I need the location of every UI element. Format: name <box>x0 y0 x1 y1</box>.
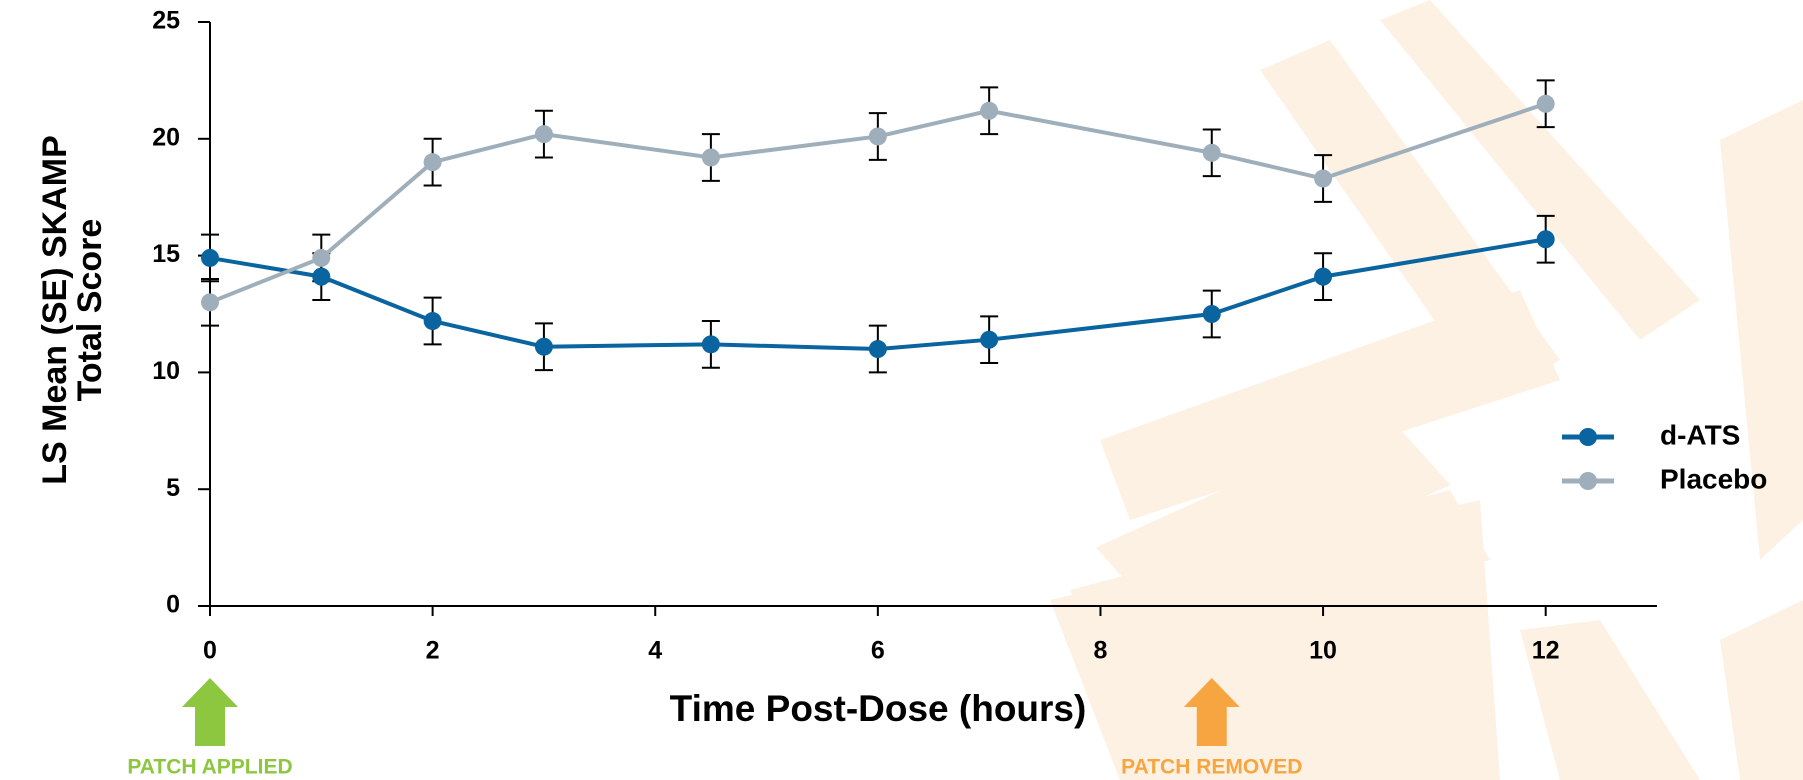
data-point <box>312 267 331 286</box>
data-point <box>423 312 442 331</box>
data-point <box>534 125 553 144</box>
data-point <box>423 153 442 172</box>
data-point <box>868 127 887 146</box>
background-decoration <box>1050 0 1803 780</box>
y-axis-title: LS Mean (SE) SKAMP <box>36 135 74 484</box>
data-point <box>1536 230 1555 249</box>
data-point <box>980 101 999 120</box>
y-tick-label: 25 <box>152 7 180 35</box>
y-tick-label: 15 <box>152 240 180 268</box>
data-point <box>201 293 219 312</box>
y-axis-title: Total Score <box>71 219 109 402</box>
y-tick-label: 0 <box>166 591 180 619</box>
series-line <box>209 101 1547 305</box>
data-point <box>701 148 720 167</box>
x-tick-label: 10 <box>1309 637 1337 665</box>
data-point <box>201 248 219 267</box>
x-tick-label: 12 <box>1532 637 1560 665</box>
y-tick-label: 10 <box>152 357 180 385</box>
x-tick-label: 4 <box>648 637 662 665</box>
data-point <box>1202 305 1221 323</box>
y-tick-label: 20 <box>152 123 180 151</box>
legend-marker <box>1579 428 1597 446</box>
x-tick-label: 6 <box>871 637 885 665</box>
x-axis-title: Time Post-Dose (hours) <box>670 688 1087 729</box>
data-point <box>1314 169 1333 188</box>
annotation-arrow <box>1183 678 1240 746</box>
data-point <box>701 335 720 354</box>
y-tick-label: 5 <box>166 474 180 502</box>
annotation-label: PATCH APPLIED <box>127 756 292 779</box>
legend-label: Placebo <box>1660 463 1767 494</box>
x-tick-label: 0 <box>203 637 217 665</box>
legend-marker <box>1579 472 1597 490</box>
data-point <box>1536 94 1555 113</box>
data-point <box>868 340 887 359</box>
series-line <box>209 237 1547 352</box>
data-point <box>534 337 553 356</box>
annotation-arrow <box>182 678 238 746</box>
data-point <box>1202 143 1221 162</box>
x-tick-label: 8 <box>1094 637 1108 665</box>
legend-label: d-ATS <box>1660 419 1740 450</box>
data-point <box>980 330 999 349</box>
data-point <box>312 248 331 267</box>
data-point <box>1314 267 1333 286</box>
annotation-label: PATCH REMOVED <box>1121 756 1302 779</box>
x-tick-label: 2 <box>426 637 440 665</box>
